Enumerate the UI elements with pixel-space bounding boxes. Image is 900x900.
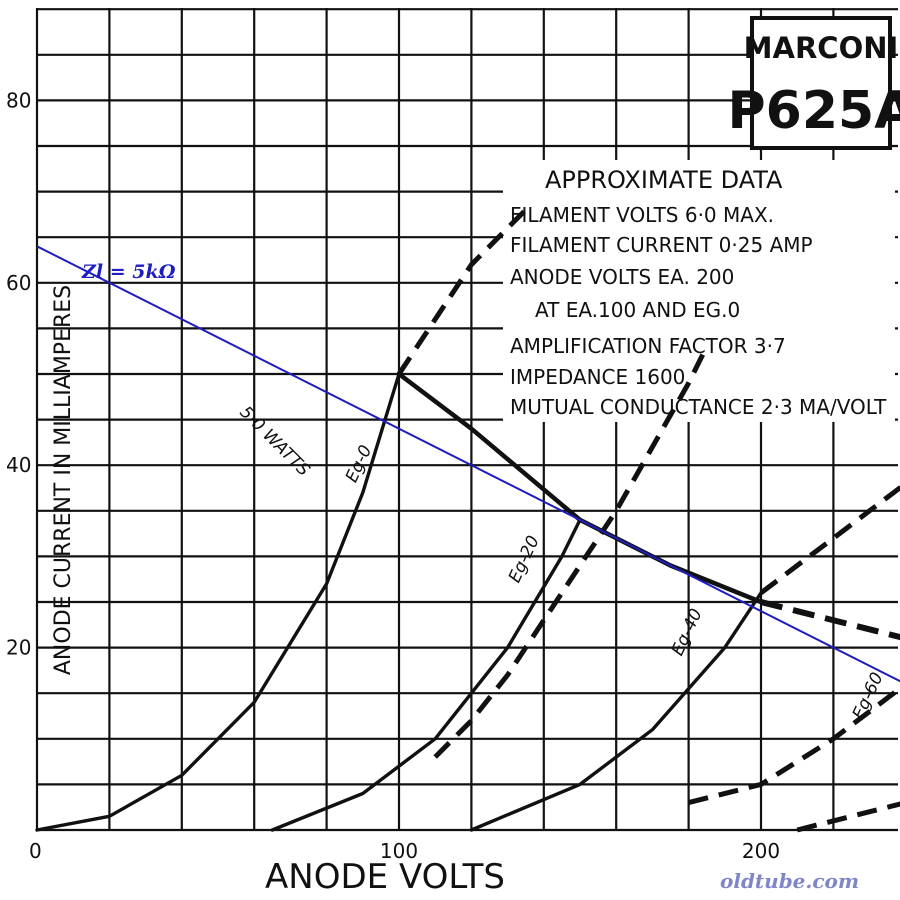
info-panel-background xyxy=(503,160,895,422)
brand-box-frame xyxy=(750,16,892,150)
curve-eg-80-dashed xyxy=(796,801,900,833)
y-tick-label: 20 xyxy=(6,636,31,660)
info-line-filament-current: FILAMENT CURRENT 0·25 AMP xyxy=(510,233,813,257)
info-line-mutual-conductance: MUTUAL CONDUCTANCE 2·3 MA/VOLT xyxy=(510,395,887,419)
info-title: APPROXIMATE DATA xyxy=(545,166,783,194)
curve-eg-40-dashed xyxy=(759,484,900,595)
info-line-anode-volts: ANODE VOLTS EA. 200 xyxy=(510,265,734,289)
curve-eg-20-solid xyxy=(270,518,582,832)
info-line-anode-condition: AT EA.100 AND EG.0 xyxy=(535,298,740,322)
brand-model: P625A xyxy=(728,81,900,141)
axis-ticks: 010020030040020406080 xyxy=(6,88,780,863)
curve-label-eg-60: Eg-60 xyxy=(849,670,888,723)
info-line-impedance: IMPEDANCE 1600 xyxy=(510,365,685,389)
curve-eg-0-solid xyxy=(35,372,401,832)
curve-eg-0-dashed xyxy=(396,208,528,376)
x-axis-title: ANODE VOLTS xyxy=(265,857,505,897)
y-tick-label: 40 xyxy=(6,453,31,477)
curve-label-eg-20: Eg-20 xyxy=(505,533,544,586)
info-line-amplification: AMPLIFICATION FACTOR 3·7 xyxy=(510,334,786,358)
brand-box: MARCONI P625A xyxy=(728,16,900,150)
x-tick-label: 0 xyxy=(29,839,42,863)
x-tick-label: 100 xyxy=(380,839,418,863)
x-tick-label: 200 xyxy=(742,839,780,863)
curve-eg-40-solid xyxy=(469,591,763,832)
y-tick-label: 60 xyxy=(6,271,31,295)
curve-eg-60-dashed xyxy=(687,685,900,806)
info-line-filament-volts: FILAMENT VOLTS 6·0 MAX. xyxy=(510,203,774,227)
y-tick-label: 80 xyxy=(6,88,31,112)
load-line xyxy=(36,245,900,683)
curve-eg-20-dashed xyxy=(433,345,709,759)
watermark: oldtube.com xyxy=(720,869,859,893)
load-line-label: Zl = 5kΩ xyxy=(81,261,176,283)
info-panel: APPROXIMATE DATA FILAMENT VOLTS 6·0 MAX.… xyxy=(503,160,895,422)
brand-maker: MARCONI xyxy=(744,31,899,65)
power-limit-label: 5·0 WATTS xyxy=(235,402,313,480)
y-axis-title: ANODE CURRENT IN MILLIAMPERES xyxy=(51,285,76,675)
curve-label-eg-40: Eg-40 xyxy=(668,606,707,659)
